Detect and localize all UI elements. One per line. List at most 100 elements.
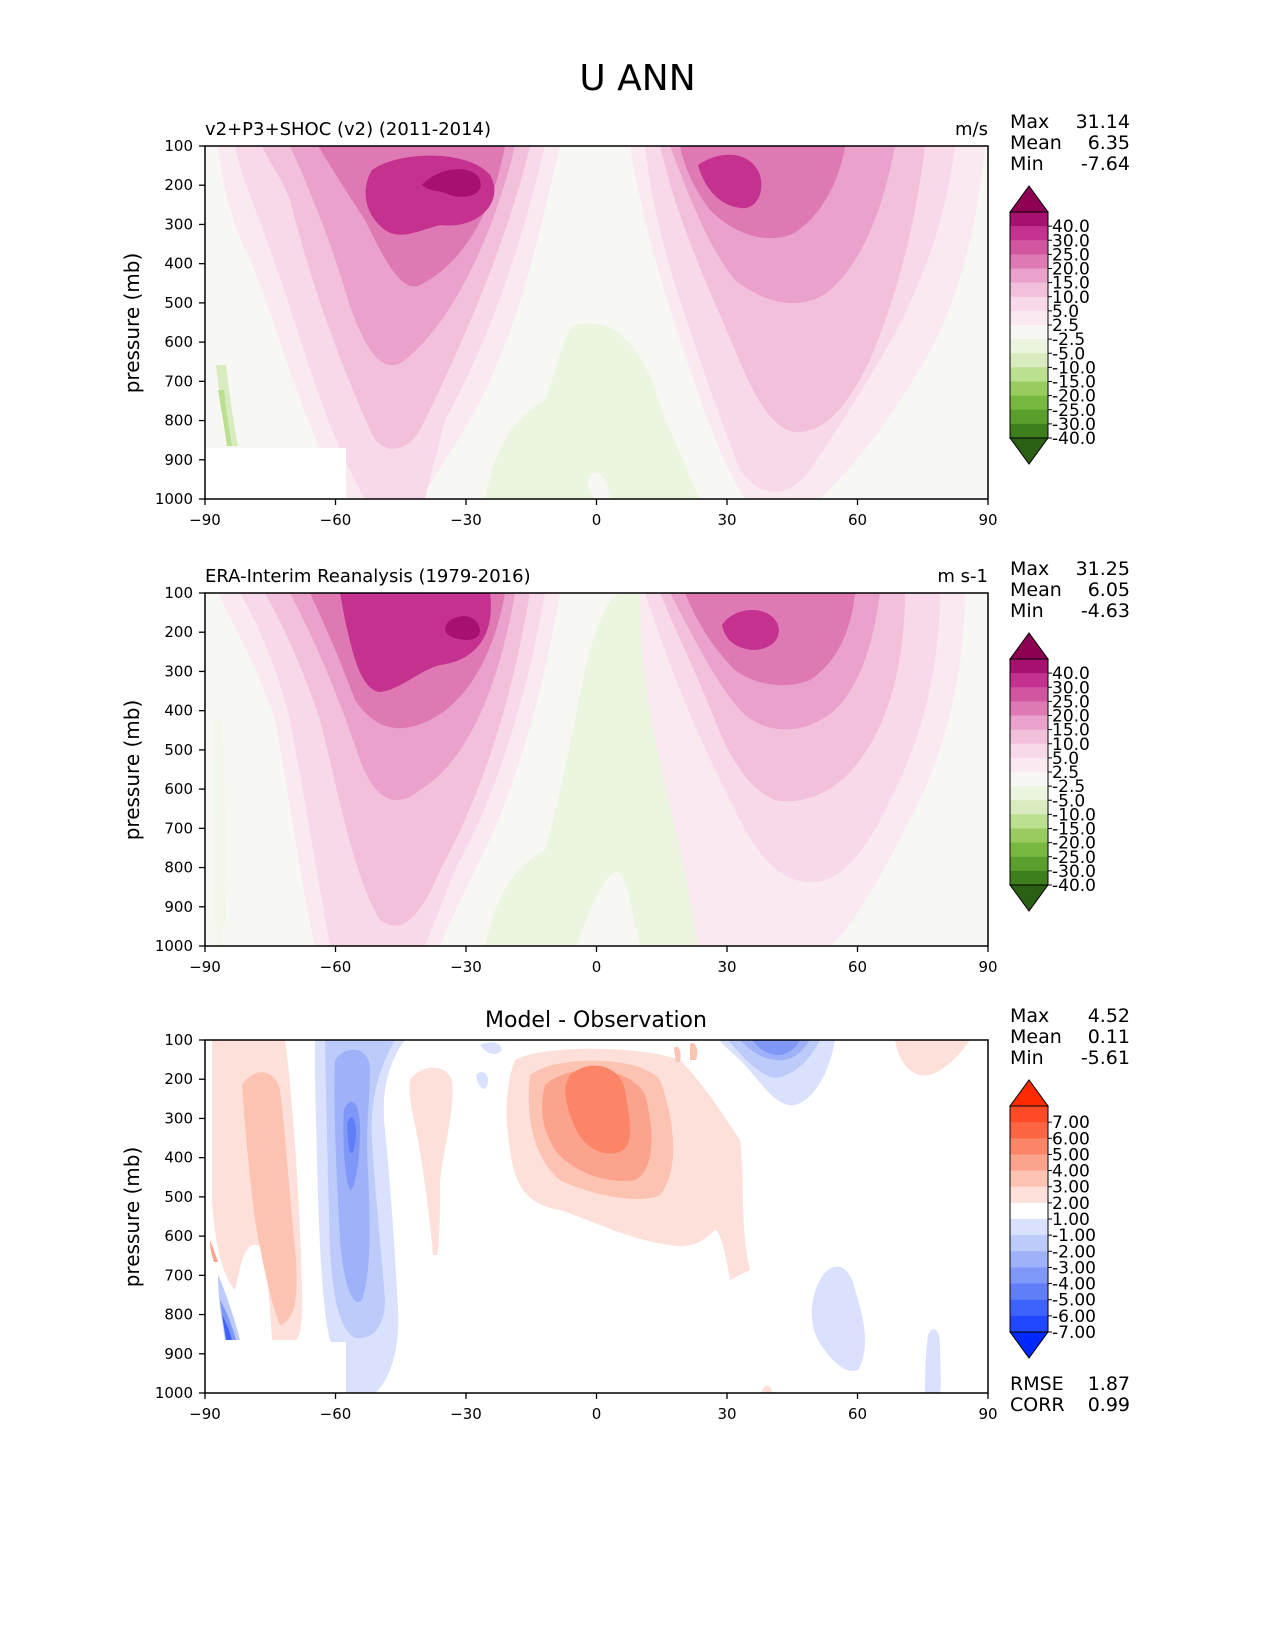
colorbar-segment (1010, 673, 1048, 688)
colorbar-label: 25.0 (1052, 245, 1090, 265)
stat-rmse-value: 1.87 (1088, 1373, 1130, 1395)
colorbar-segment (1010, 395, 1048, 411)
y-tick-label: 800 (164, 412, 193, 430)
stat-min-label: Min (1010, 1047, 1044, 1069)
colorbar-label: 2.5 (1052, 763, 1079, 783)
panel-1-ylabel: pressure (mb) (120, 253, 144, 394)
colorbar-segment (1010, 757, 1048, 773)
colorbar-segment (1010, 282, 1048, 298)
colorbar-label: -1.00 (1052, 1226, 1096, 1246)
colorbar-label: -10.0 (1052, 358, 1096, 378)
panel-1-stats: Max 31.14 Mean 6.35 Min -7.64 (1010, 111, 1130, 175)
colorbar-label: 6.00 (1052, 1129, 1090, 1149)
colorbar-label: 30.0 (1052, 678, 1090, 698)
x-tick-label: 30 (717, 511, 736, 529)
y-tick-label: 100 (164, 584, 193, 602)
colorbar-segment (1010, 353, 1048, 368)
figure-title: U ANN (579, 58, 696, 99)
colorbar-segment (1010, 786, 1048, 801)
colorbar-extend-min (1009, 437, 1049, 465)
colorbar-label: -2.5 (1052, 777, 1085, 797)
stat-rmse-label: RMSE (1010, 1373, 1064, 1395)
x-tick-label: −60 (320, 511, 352, 529)
colorbar-segment (1010, 687, 1048, 702)
colorbar-label: 5.0 (1052, 749, 1079, 769)
colorbar-label: -15.0 (1052, 820, 1096, 840)
colorbar-label: 3.00 (1052, 1178, 1090, 1198)
colorbar-label: -25.0 (1052, 401, 1096, 421)
panel-1-field (205, 146, 988, 499)
colorbar-segment (1010, 772, 1048, 787)
x-tick-label: −90 (189, 1405, 221, 1423)
panel-2: ERA-Interim Reanalysis (1979-2016) m s-1 (120, 566, 998, 976)
y-tick-label: 1000 (155, 490, 193, 508)
y-tick-label: 800 (164, 1306, 193, 1324)
stat-min-value: -7.64 (1081, 153, 1130, 175)
y-tick-label: 100 (164, 1031, 193, 1049)
x-tick-label: 90 (978, 958, 997, 976)
y-tick-label: 400 (164, 1149, 193, 1167)
x-tick-label: 60 (848, 1405, 867, 1423)
y-tick-label: 200 (164, 176, 193, 194)
y-tick-label: 300 (164, 215, 193, 233)
colorbar-label: 30.0 (1052, 231, 1090, 251)
x-tick-label: 90 (978, 511, 997, 529)
colorbar-segment (1010, 1267, 1048, 1285)
panel-2-ylabel: pressure (mb) (120, 700, 144, 841)
stat-max-value: 31.14 (1076, 111, 1130, 133)
panel-1-colorbar: 40.030.025.020.015.010.05.02.5-2.5-5.0-1… (1009, 185, 1096, 465)
y-tick-label: 400 (164, 255, 193, 273)
colorbar-label: 40.0 (1052, 664, 1090, 684)
panel-3-colorbar: 7.006.005.004.003.002.001.00-1.00-2.00-3… (1009, 1079, 1096, 1359)
colorbar-label: 2.00 (1052, 1194, 1090, 1214)
colorbar-label: -40.0 (1052, 429, 1096, 449)
y-tick-label: 600 (164, 780, 193, 798)
colorbar-segment (1010, 1315, 1048, 1333)
x-tick-label: −30 (450, 1405, 482, 1423)
colorbar-segment (1010, 381, 1048, 397)
colorbar-segment (1010, 296, 1048, 312)
colorbar-segment (1010, 856, 1048, 872)
stat-max-label: Max (1010, 1005, 1049, 1027)
stat-corr-label: CORR (1010, 1394, 1065, 1416)
y-tick-label: 900 (164, 898, 193, 916)
stat-min-label: Min (1010, 600, 1044, 622)
colorbar-extend-max (1009, 632, 1049, 660)
colorbar-segment (1010, 409, 1048, 425)
colorbar-label: 10.0 (1052, 288, 1090, 308)
x-tick-label: 60 (848, 511, 867, 529)
panel-3: Model - Observation (120, 1008, 998, 1423)
colorbar-segment (1010, 310, 1048, 326)
y-tick-label: 600 (164, 1227, 193, 1245)
y-tick-label: 100 (164, 137, 193, 155)
colorbar-segment (1010, 423, 1048, 439)
colorbar-label: 5.0 (1052, 302, 1079, 322)
colorbar-label: 15.0 (1052, 721, 1090, 741)
colorbar-label: 15.0 (1052, 274, 1090, 294)
stat-max-label: Max (1010, 558, 1049, 580)
colorbar-label: -3.00 (1052, 1258, 1096, 1278)
colorbar-segment (1010, 254, 1048, 270)
colorbar-segment (1010, 226, 1048, 241)
colorbar-extend-max (1009, 1079, 1049, 1107)
panel-2-field (205, 593, 988, 946)
stat-mean-label: Mean (1010, 1026, 1062, 1048)
y-tick-label: 700 (164, 819, 193, 837)
colorbar-segment (1010, 1122, 1048, 1139)
colorbar-label: -6.00 (1052, 1307, 1096, 1327)
stat-corr-value: 0.99 (1088, 1394, 1130, 1416)
y-tick-label: 900 (164, 451, 193, 469)
y-tick-label: 1000 (155, 1384, 193, 1402)
colorbar-extend-min (1009, 884, 1049, 912)
colorbar-segment (1010, 800, 1048, 815)
colorbar-label: -4.00 (1052, 1275, 1096, 1295)
colorbar-label: 2.5 (1052, 316, 1079, 336)
stat-min-value: -4.63 (1081, 600, 1130, 622)
panel-1-units: m/s (955, 119, 988, 140)
panel-3-field (205, 1040, 988, 1393)
y-tick-label: 200 (164, 623, 193, 641)
colorbar-segment (1010, 1106, 1048, 1123)
x-tick-label: −90 (189, 511, 221, 529)
colorbar-segment (1010, 325, 1048, 340)
